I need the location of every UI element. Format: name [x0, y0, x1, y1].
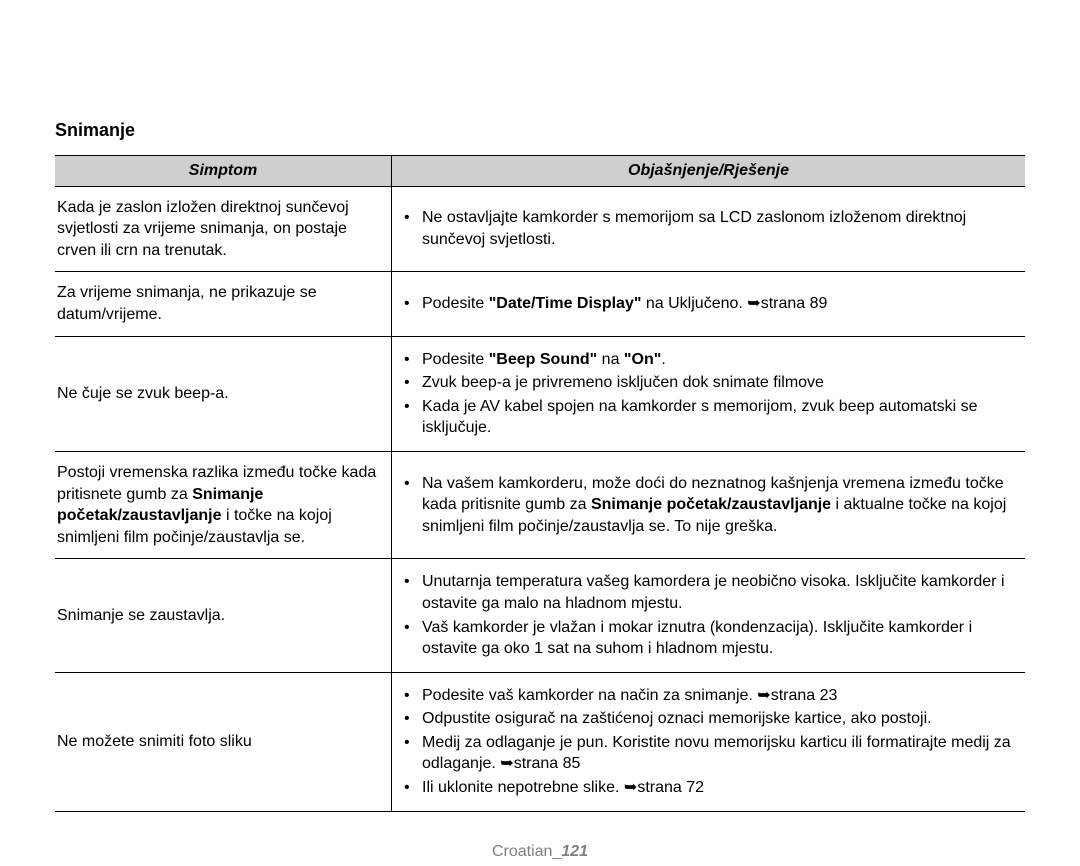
- col-header-symptom: Simptom: [55, 156, 392, 187]
- solution-cell: Podesite vaš kamkorder na način za snima…: [392, 672, 1026, 811]
- symptom-cell: Snimanje se zaustavlja.: [55, 559, 392, 672]
- symptom-cell: Ne čuje se zvuk beep-a.: [55, 336, 392, 451]
- solution-list: Na vašem kamkorderu, može doći do neznat…: [402, 473, 1013, 538]
- table-row: Za vrijeme snimanja, ne prikazuje se dat…: [55, 272, 1025, 336]
- solution-cell: Unutarnja temperatura vašeg kamordera je…: [392, 559, 1026, 672]
- solution-item: Podesite "Date/Time Display" na Uključen…: [402, 293, 1013, 315]
- footer-page-number: 121: [561, 843, 588, 860]
- table-row: Postoji vremenska razlika između točke k…: [55, 451, 1025, 558]
- solution-item: Odpustite osigurač na zaštićenoj oznaci …: [402, 708, 1013, 730]
- section-title: Snimanje: [55, 120, 1025, 141]
- solution-item: Kada je AV kabel spojen na kamkorder s m…: [402, 396, 1013, 439]
- solution-item: Unutarnja temperatura vašeg kamordera je…: [402, 571, 1013, 614]
- solution-item: Medij za odlaganje je pun. Koristite nov…: [402, 732, 1013, 775]
- page-footer: Croatian_121: [0, 843, 1080, 861]
- manual-page: Snimanje Simptom Objašnjenje/Rješenje Ka…: [0, 0, 1080, 812]
- footer-language: Croatian: [492, 843, 552, 860]
- solution-cell: Podesite "Beep Sound" na "On".Zvuk beep-…: [392, 336, 1026, 451]
- solution-cell: Podesite "Date/Time Display" na Uključen…: [392, 272, 1026, 336]
- solution-item: Zvuk beep-a je privremeno isključen dok …: [402, 372, 1013, 394]
- symptom-cell: Za vrijeme snimanja, ne prikazuje se dat…: [55, 272, 392, 336]
- solution-list: Podesite vaš kamkorder na način za snima…: [402, 685, 1013, 799]
- troubleshooting-table: Simptom Objašnjenje/Rješenje Kada je zas…: [55, 155, 1025, 812]
- symptom-cell: Postoji vremenska razlika između točke k…: [55, 451, 392, 558]
- solution-list: Unutarnja temperatura vašeg kamordera je…: [402, 571, 1013, 659]
- solution-list: Podesite "Beep Sound" na "On".Zvuk beep-…: [402, 349, 1013, 439]
- solution-item: Ili uklonite nepotrebne slike. ➥strana 7…: [402, 777, 1013, 799]
- table-row: Snimanje se zaustavlja.Unutarnja tempera…: [55, 559, 1025, 672]
- solution-cell: Ne ostavljajte kamkorder s memorijom sa …: [392, 186, 1026, 272]
- solution-item: Vaš kamkorder je vlažan i mokar iznutra …: [402, 617, 1013, 660]
- table-header-row: Simptom Objašnjenje/Rješenje: [55, 156, 1025, 187]
- solution-list: Ne ostavljajte kamkorder s memorijom sa …: [402, 207, 1013, 250]
- table-row: Kada je zaslon izložen direktnoj sunčevo…: [55, 186, 1025, 272]
- solution-cell: Na vašem kamkorderu, može doći do neznat…: [392, 451, 1026, 558]
- table-row: Ne možete snimiti foto sliku Podesite vaš…: [55, 672, 1025, 811]
- table-row: Ne čuje se zvuk beep-a.Podesite "Beep So…: [55, 336, 1025, 451]
- footer-sep: _: [552, 843, 561, 860]
- solution-item: Podesite vaš kamkorder na način za snima…: [402, 685, 1013, 707]
- col-header-solution: Objašnjenje/Rješenje: [392, 156, 1026, 187]
- solution-item: Na vašem kamkorderu, može doći do neznat…: [402, 473, 1013, 538]
- solution-list: Podesite "Date/Time Display" na Uključen…: [402, 293, 1013, 315]
- symptom-cell: Ne možete snimiti foto sliku: [55, 672, 392, 811]
- solution-item: Ne ostavljajte kamkorder s memorijom sa …: [402, 207, 1013, 250]
- solution-item: Podesite "Beep Sound" na "On".: [402, 349, 1013, 371]
- symptom-cell: Kada je zaslon izložen direktnoj sunčevo…: [55, 186, 392, 272]
